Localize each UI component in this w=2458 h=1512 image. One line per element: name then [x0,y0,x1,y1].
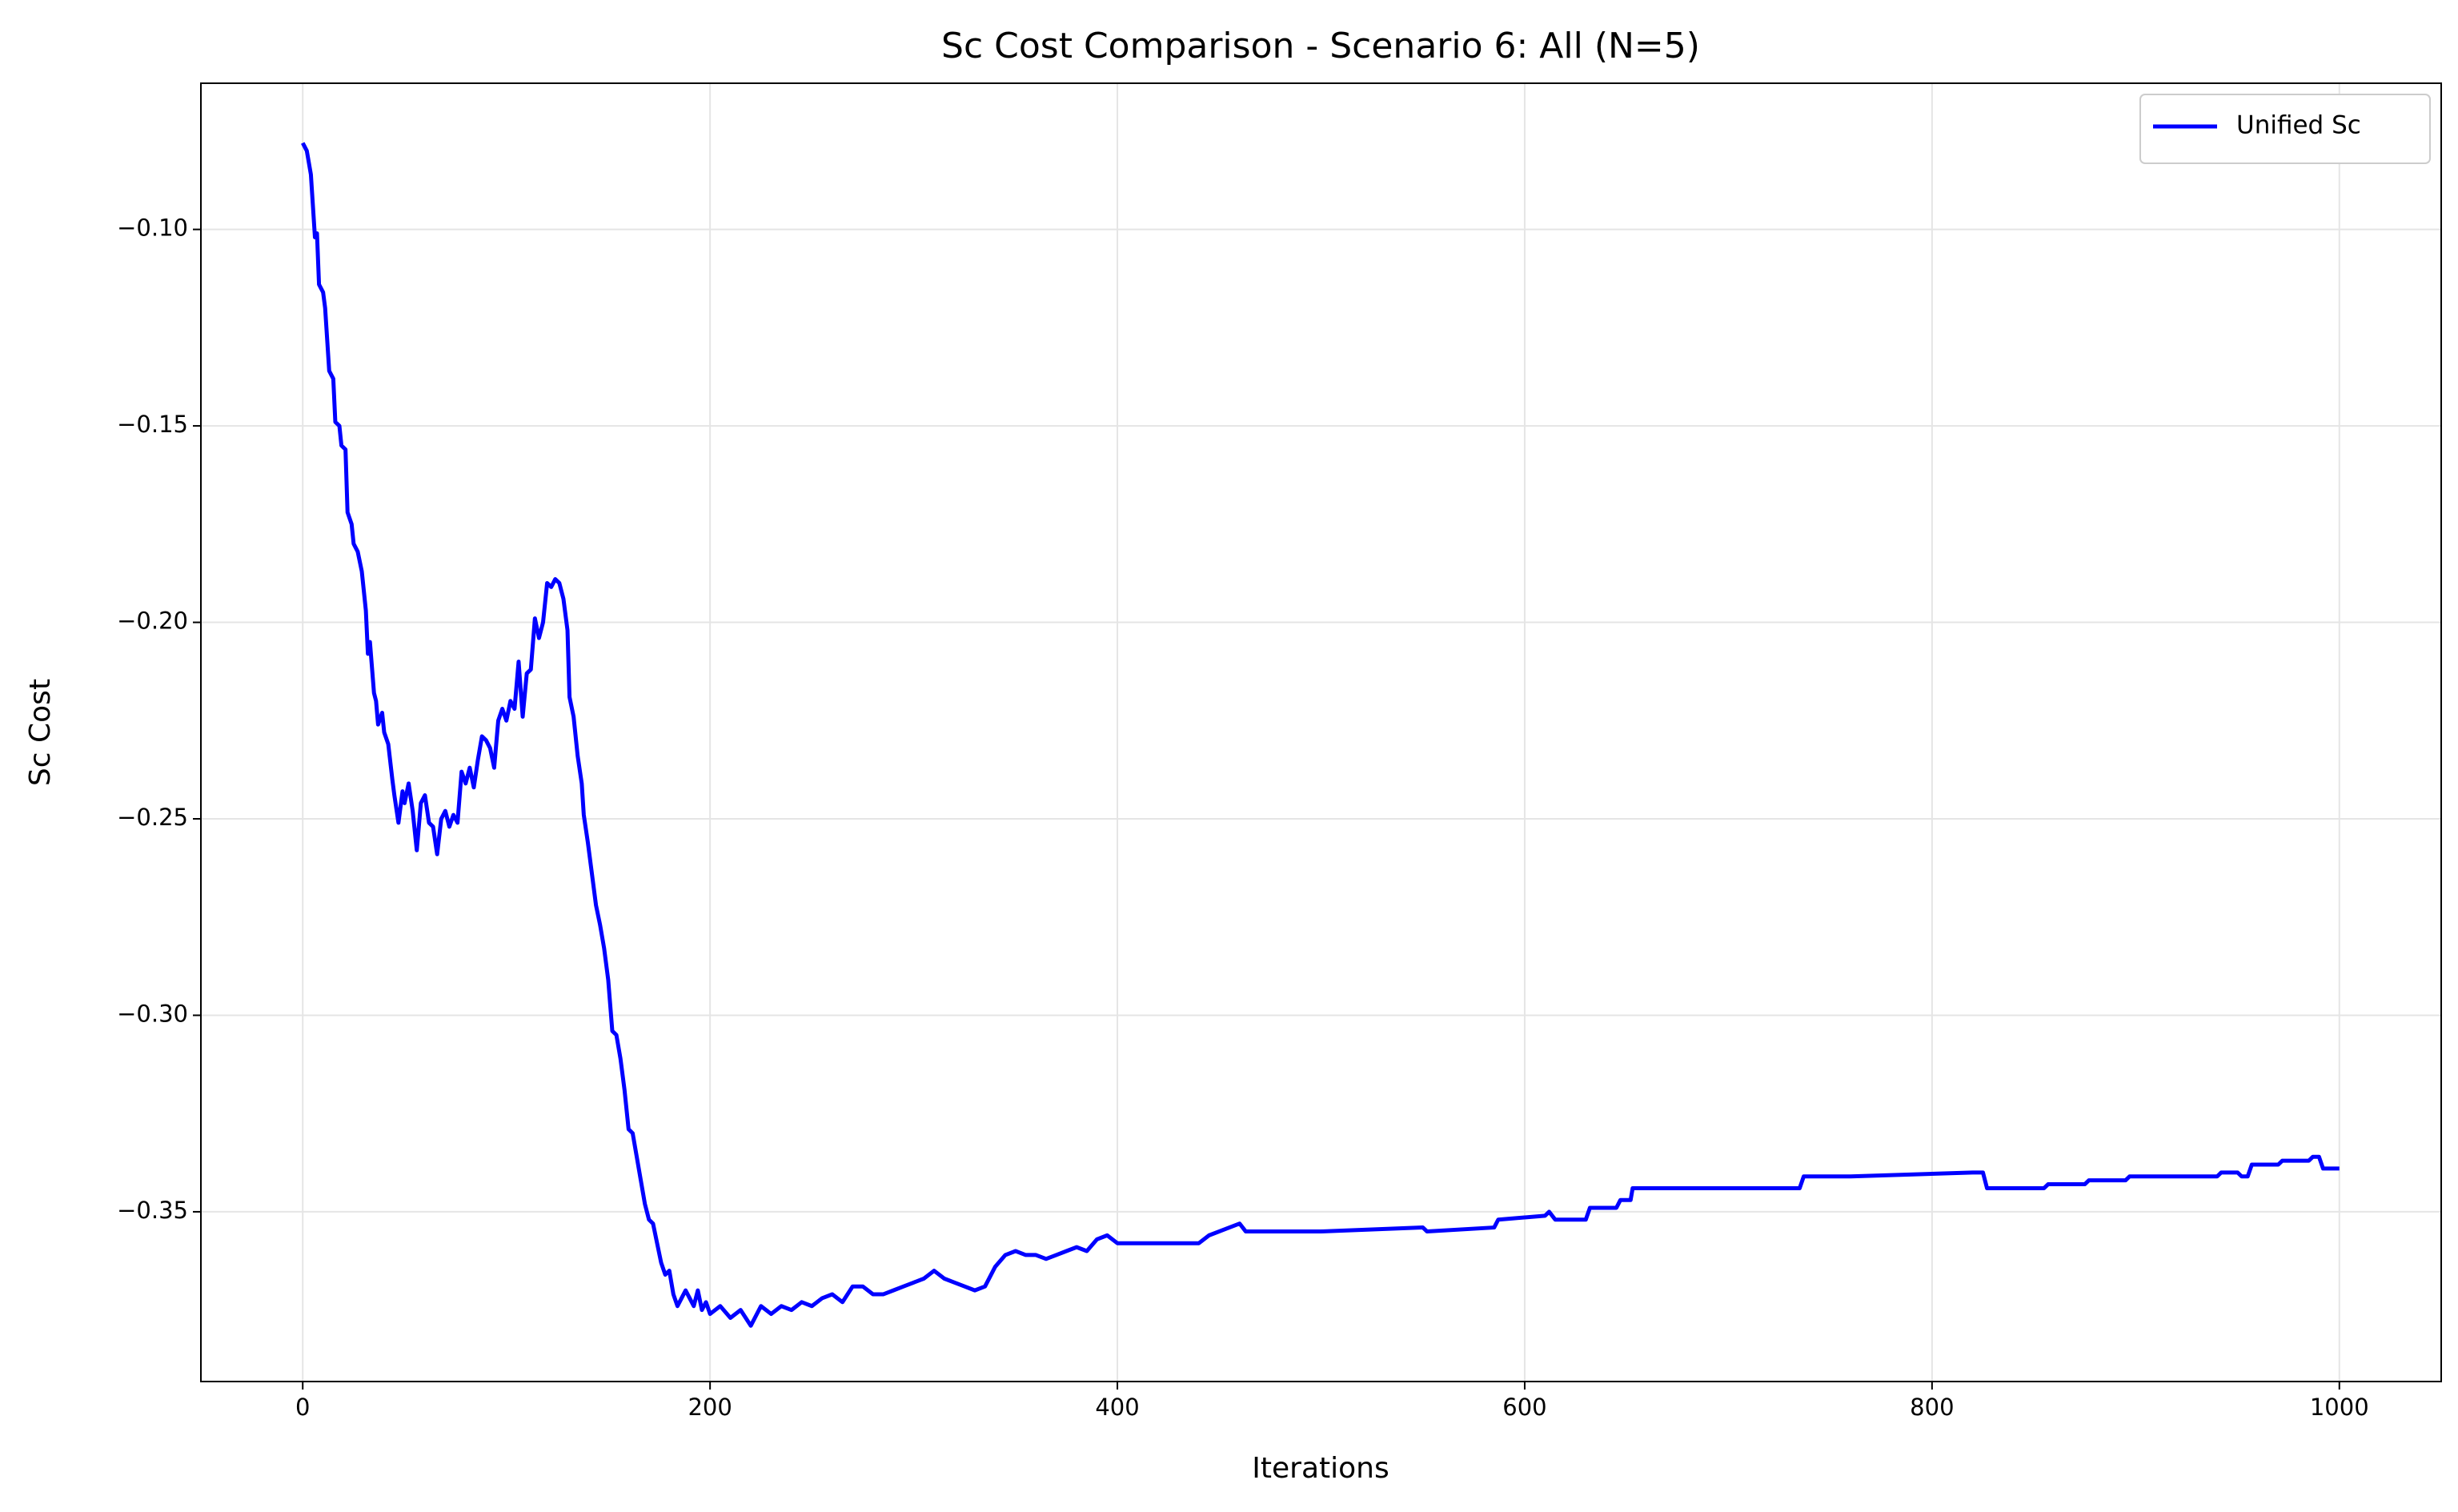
x-tick-label: 400 [1095,1394,1139,1421]
x-tick-label: 200 [688,1394,732,1421]
legend-label: Unified Sc [2236,111,2361,140]
y-tick-label: −0.35 [117,1197,188,1224]
legend-box [2139,94,2431,164]
plot-frame [200,82,2442,1382]
chart-title: Sc Cost Comparison - Scenario 6: All (N=… [941,26,1700,66]
y-tick-label: −0.20 [117,608,188,635]
data-line [301,142,2340,1328]
y-tick-label: −0.25 [117,804,188,831]
x-tick-label: 600 [1502,1394,1546,1421]
x-axis-label: Iterations [1252,1452,1389,1485]
y-tick-label: −0.10 [117,215,188,242]
y-axis-label: Sc Cost [24,679,57,786]
x-tick-label: 0 [295,1394,310,1421]
x-tick-label: 800 [1910,1394,1954,1421]
y-tick-label: −0.30 [117,1000,188,1027]
x-tick-label: 1000 [2310,1394,2369,1421]
y-tick-label: −0.15 [117,411,188,438]
